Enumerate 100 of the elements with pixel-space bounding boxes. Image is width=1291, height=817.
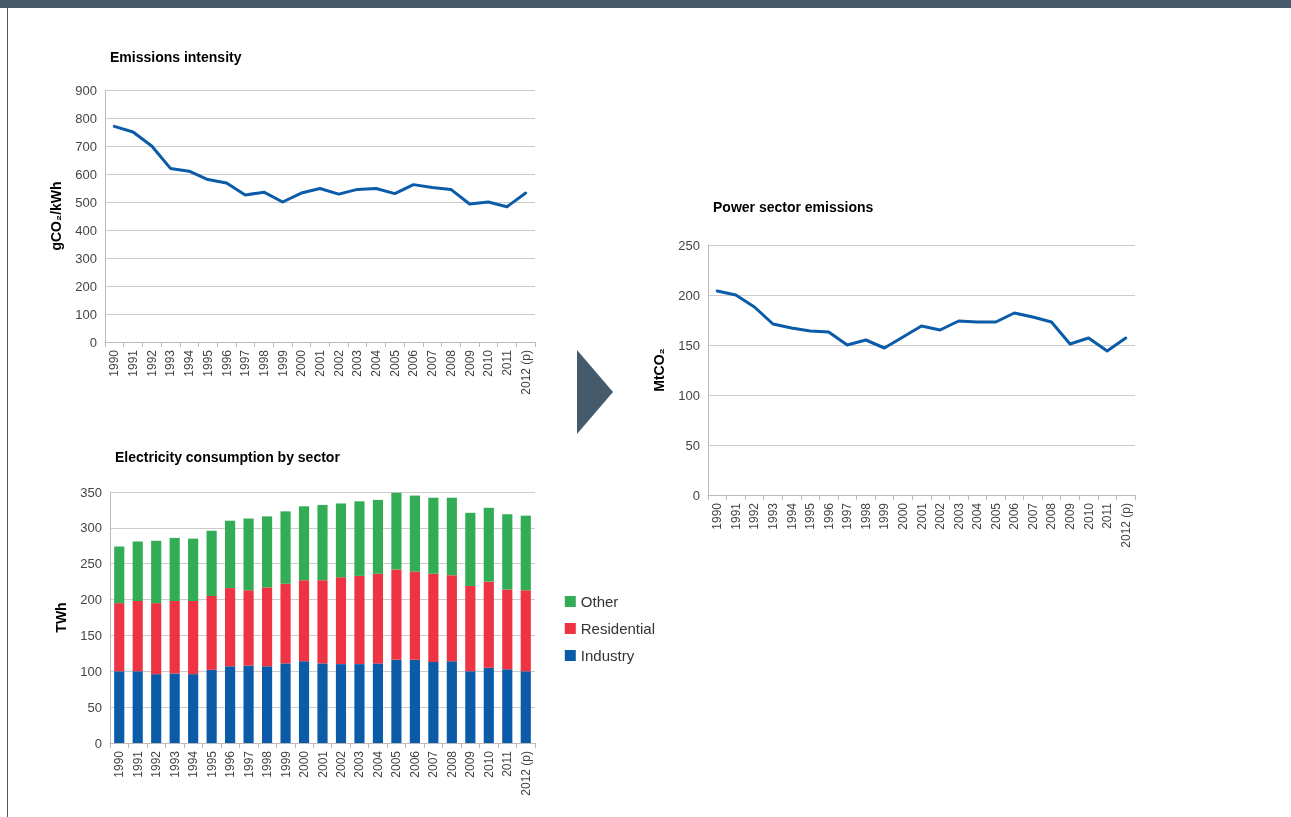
line-series [112, 124, 528, 209]
bar [354, 501, 365, 576]
x-tick-label: 1995 [803, 502, 818, 530]
bar [261, 666, 273, 743]
x-tick-label: 1990 [710, 502, 725, 530]
bar [261, 516, 273, 588]
x-tick-label: 2002 [331, 349, 346, 377]
x-tick-label: 2008 [1044, 502, 1059, 530]
x-tick-label: 2011 [1100, 502, 1115, 529]
legend-label: Residential [580, 620, 656, 637]
x-tick-label: 1990 [107, 349, 122, 377]
x-tick-label: 2006 [406, 349, 421, 377]
y-tick-label: 250 [678, 237, 700, 253]
bar [188, 538, 199, 602]
y-tick-label: 700 [75, 138, 97, 154]
bar [114, 671, 125, 743]
x-tick-label: 1991 [728, 502, 743, 530]
y-tick-label: 50 [87, 699, 102, 715]
x-tick-label: 2007 [425, 349, 440, 377]
bar [465, 512, 476, 586]
x-tick-label: 1997 [840, 502, 855, 530]
x-tick-label: 2005 [988, 502, 1003, 530]
bar [409, 659, 420, 743]
x-tick-label: 1991 [130, 750, 145, 778]
bar [465, 585, 476, 672]
bar [520, 515, 531, 591]
y-axis-title: gCO₂/kWh [48, 181, 64, 251]
x-tick-label: 2004 [970, 502, 985, 530]
x-tick-label: 2009 [462, 349, 477, 377]
x-tick-label: 1995 [204, 750, 219, 778]
x-tick-label: 2005 [389, 750, 404, 778]
bar [225, 666, 236, 743]
x-tick-label: 2006 [407, 750, 422, 778]
bar [280, 583, 291, 664]
x-tick-label: 2010 [481, 750, 496, 778]
y-tick-label: 150 [80, 627, 102, 643]
bar [280, 511, 291, 584]
y-tick-label: 50 [685, 437, 700, 453]
chart-title: Emissions intensity [110, 49, 242, 65]
legend-label: Other [580, 593, 619, 610]
y-tick-label: 0 [89, 334, 97, 350]
bar [188, 674, 199, 743]
bar [520, 590, 531, 672]
y-tick-label: 150 [678, 337, 700, 353]
x-tick-label: 2007 [1025, 502, 1040, 530]
x-tick-label: 1998 [260, 750, 275, 778]
y-tick-label: 0 [94, 735, 102, 751]
x-tick-label: 2010 [1081, 502, 1096, 530]
bar [391, 659, 402, 743]
y-tick-label: 200 [678, 287, 700, 303]
bar [391, 492, 402, 570]
x-tick-label: 1996 [223, 750, 238, 778]
bar [354, 575, 365, 665]
x-tick-label: 1999 [278, 750, 293, 778]
x-tick-label: 2001 [914, 502, 929, 530]
bar [243, 590, 254, 666]
bar [446, 661, 457, 743]
bar [446, 497, 457, 576]
line-series [715, 289, 1128, 353]
bar [132, 601, 143, 672]
bar [169, 673, 180, 743]
bar [483, 507, 494, 582]
y-tick-label: 350 [80, 484, 102, 500]
x-tick-label: 2005 [387, 349, 402, 377]
bar [372, 499, 384, 574]
x-tick-label: 2000 [294, 349, 309, 377]
bar [151, 603, 162, 675]
bar [502, 669, 513, 743]
bar [225, 588, 236, 667]
y-tick-label: 900 [75, 82, 97, 98]
bar [446, 575, 457, 662]
x-tick-label: 2009 [463, 750, 478, 778]
x-tick-label: 1998 [256, 349, 271, 377]
bar [483, 667, 494, 743]
x-tick-label: 2001 [313, 349, 327, 377]
y-tick-label: 100 [678, 387, 700, 403]
bar [151, 674, 162, 743]
chart-title: Electricity consumption by sector [115, 449, 341, 465]
x-tick-label: 1996 [821, 502, 836, 530]
bar [298, 580, 310, 662]
bar [298, 506, 310, 581]
x-tick-label: 2011 [499, 349, 514, 376]
bar [428, 497, 439, 574]
bar [280, 663, 291, 743]
y-tick-label: 200 [80, 592, 102, 608]
x-tick-label: 1993 [765, 502, 780, 530]
bar [502, 514, 513, 590]
x-tick-label: 1992 [747, 502, 762, 530]
bar [114, 603, 125, 672]
bar [409, 571, 420, 660]
y-tick-label: 0 [692, 487, 700, 503]
bar [391, 569, 402, 660]
x-tick-label: 2004 [370, 750, 385, 778]
x-tick-label: 1999 [275, 349, 290, 377]
bar [114, 546, 125, 604]
bar [335, 503, 347, 578]
bar [372, 663, 384, 743]
x-tick-label: 2002 [933, 502, 948, 530]
bar [225, 520, 236, 589]
bar [335, 577, 347, 665]
